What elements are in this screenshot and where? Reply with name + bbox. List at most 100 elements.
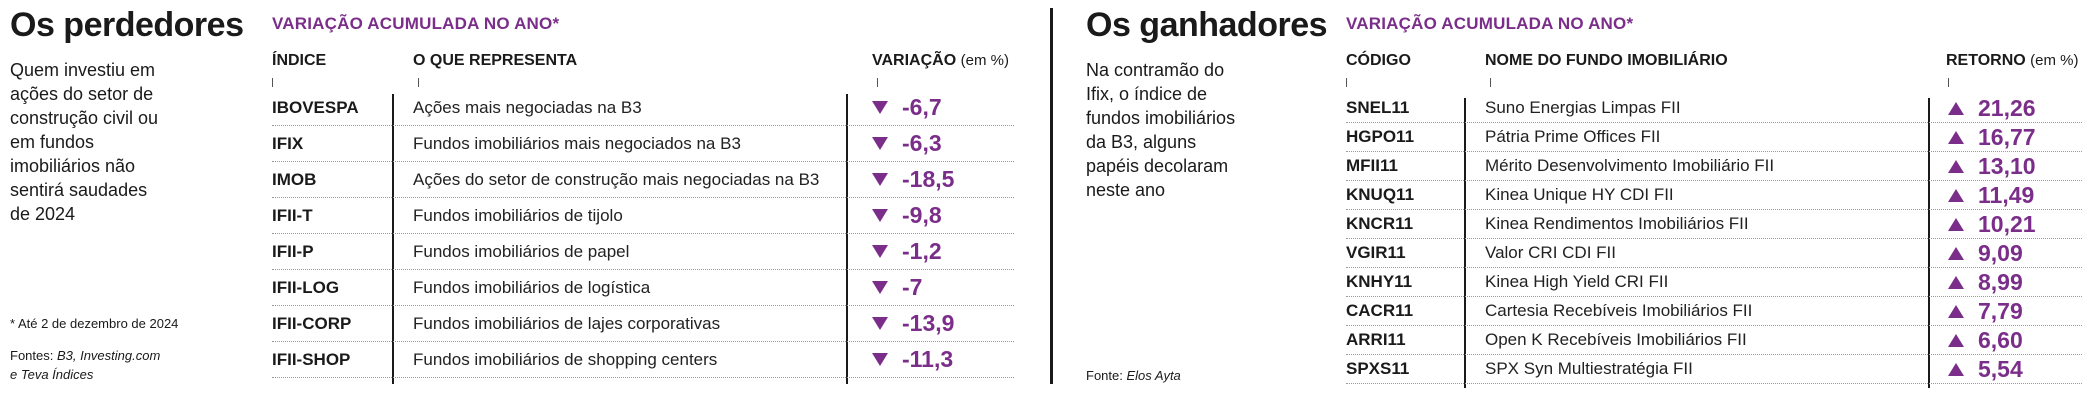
- row-value: -9,8: [872, 198, 942, 233]
- arrow-down-icon: [872, 173, 888, 186]
- winners-col-val-unit: (em %): [2030, 52, 2079, 69]
- row-description: Fundos imobiliários de lajes corporativa…: [413, 313, 721, 333]
- row-code: IFII-LOG: [272, 277, 340, 297]
- table-row: MFII11 Mérito Desenvolvimento Imobiliário…: [1346, 152, 2082, 181]
- losers-col-val-unit: (em %): [960, 52, 1009, 69]
- row-description: Kinea Rendimentos Imobiliários FII: [1485, 214, 1749, 233]
- row-value: -18,5: [872, 162, 954, 197]
- row-value: 5,54: [1948, 355, 2023, 383]
- winners-tick-code: [1346, 78, 1347, 87]
- losers-col-val: VARIAÇÃO (em %): [872, 52, 1009, 70]
- arrow-up-icon: [1948, 333, 1964, 347]
- row-description: Cartesia Recebíveis Imobiliários FII: [1485, 301, 1753, 320]
- arrow-up-icon: [1948, 188, 1964, 202]
- row-value: -6,7: [872, 90, 942, 125]
- row-value-number: 13,10: [1978, 152, 2036, 179]
- winners-table-title: VARIAÇÃO ACUMULADA NO ANO*: [1346, 14, 1634, 33]
- winners-col-val-label: RETORNO: [1946, 52, 2026, 69]
- row-value-number: 8,99: [1978, 268, 2023, 295]
- losers-divider-2: [846, 94, 848, 384]
- winners-panel: Os ganhadores Na contramão do Ifix, o ín…: [1080, 0, 2096, 400]
- row-description: Fundos imobiliários de logística: [413, 277, 651, 297]
- losers-footnote: * Até 2 de dezembro de 2024: [10, 316, 179, 331]
- row-value-number: 21,26: [1978, 94, 2036, 121]
- winners-col-code: CÓDIGO: [1346, 52, 1411, 69]
- row-code: IFII-CORP: [272, 313, 352, 333]
- arrow-down-icon: [872, 317, 888, 330]
- row-description: Kinea Unique HY CDI FII: [1485, 185, 1674, 204]
- losers-divider-1: [392, 94, 394, 384]
- arrow-down-icon: [872, 209, 888, 222]
- row-description: Suno Energias Limpas FII: [1485, 98, 1681, 117]
- table-row: IFII-CORP Fundos imobiliários de lajes co…: [272, 306, 1014, 342]
- table-row: KNUQ11 Kinea Unique HY CDI FII 11,49: [1346, 181, 2082, 210]
- arrow-down-icon: [872, 137, 888, 150]
- row-value-number: -1,2: [902, 238, 942, 264]
- row-value: 7,79: [1948, 297, 2023, 325]
- winners-source: Fonte: Elos Ayta: [1086, 366, 1181, 385]
- row-value-number: 6,60: [1978, 326, 2023, 353]
- row-value: 9,09: [1948, 239, 2023, 267]
- row-code: IFII-P: [272, 241, 314, 261]
- row-value-number: -11,3: [902, 346, 954, 372]
- row-value: -11,3: [872, 342, 953, 377]
- row-value-number: -6,7: [902, 94, 942, 120]
- row-value-number: -6,3: [902, 130, 942, 156]
- row-code: KNCR11: [1346, 214, 1414, 233]
- winners-col-val: RETORNO (em %): [1946, 52, 2079, 70]
- winners-intro: Na contramão do Ifix, o índice de fundos…: [1086, 60, 1236, 200]
- row-code: VGIR11: [1346, 243, 1406, 262]
- row-description: Fundos imobiliários de shopping centers: [413, 349, 718, 369]
- table-row: ARRI11 Open K Recebíveis Imobiliários FII…: [1346, 326, 2082, 355]
- row-value-number: 10,21: [1978, 210, 2036, 237]
- arrow-up-icon: [1948, 101, 1964, 115]
- row-description: Valor CRI CDI FII: [1485, 243, 1616, 262]
- table-row: IFII-SHOP Fundos imobiliários de shopping…: [272, 342, 1014, 378]
- arrow-up-icon: [1948, 304, 1964, 318]
- losers-tick-val: [877, 78, 878, 87]
- row-code: SPXS11: [1346, 359, 1410, 378]
- row-value-number: 9,09: [1978, 239, 2023, 266]
- row-value: 16,77: [1948, 123, 2036, 151]
- losers-col-code: ÍNDICE: [272, 52, 327, 69]
- table-row: IFII-T Fundos imobiliários de tijolo -9,8: [272, 198, 1014, 234]
- winners-divider-2: [1928, 98, 1930, 388]
- table-row: VGIR11 Valor CRI CDI FII 9,09: [1346, 239, 2082, 268]
- row-value: 13,10: [1948, 152, 2036, 180]
- winners-source-names: Elos Ayta: [1126, 368, 1181, 383]
- row-code: IMOB: [272, 169, 317, 189]
- winners-divider-1: [1464, 98, 1466, 388]
- losers-source-prefix: Fontes:: [10, 348, 57, 363]
- table-row: IFII-P Fundos imobiliários de papel -1,2: [272, 234, 1014, 270]
- row-code: SNEL11: [1346, 98, 1410, 117]
- row-code: IFII-T: [272, 205, 313, 225]
- row-value-number: 11,49: [1978, 181, 2035, 208]
- winners-tick-val: [1948, 78, 1949, 87]
- winners-source-prefix: Fonte:: [1086, 368, 1127, 383]
- row-value-number: -9,8: [902, 202, 942, 228]
- row-value: 8,99: [1948, 268, 2023, 296]
- table-row: KNHY11 Kinea High Yield CRI FII 8,99: [1346, 268, 2082, 297]
- losers-intro: Quem investiu em ações do setor de const…: [10, 60, 159, 224]
- arrow-down-icon: [872, 281, 888, 294]
- table-row: IBOVESPA Ações mais negociadas na B3 -6,7: [272, 90, 1014, 126]
- row-description: Mérito Desenvolvimento Imobiliário FII: [1485, 156, 1775, 175]
- losers-tick-code: [272, 78, 273, 87]
- row-value-number: -7: [902, 274, 923, 300]
- arrow-up-icon: [1948, 130, 1964, 144]
- winners-tick-desc: [1490, 78, 1491, 87]
- arrow-up-icon: [1948, 362, 1964, 376]
- row-code: CACR11: [1346, 301, 1414, 320]
- row-description: Open K Recebíveis Imobiliários FII: [1485, 330, 1747, 349]
- row-value: -13,9: [872, 306, 954, 341]
- row-description: Fundos imobiliários de tijolo: [413, 205, 623, 225]
- row-code: KNUQ11: [1346, 185, 1415, 204]
- losers-col-val-label: VARIAÇÃO: [872, 52, 957, 69]
- losers-panel: Os perdedores Quem investiu em ações do …: [0, 0, 1040, 400]
- row-value: 11,49: [1948, 181, 2034, 209]
- arrow-up-icon: [1948, 159, 1964, 173]
- losers-table-title: VARIAÇÃO ACUMULADA NO ANO*: [272, 14, 560, 33]
- table-row: SNEL11 Suno Energias Limpas FII 21,26: [1346, 94, 2082, 123]
- arrow-up-icon: [1948, 217, 1964, 231]
- arrow-up-icon: [1948, 246, 1964, 260]
